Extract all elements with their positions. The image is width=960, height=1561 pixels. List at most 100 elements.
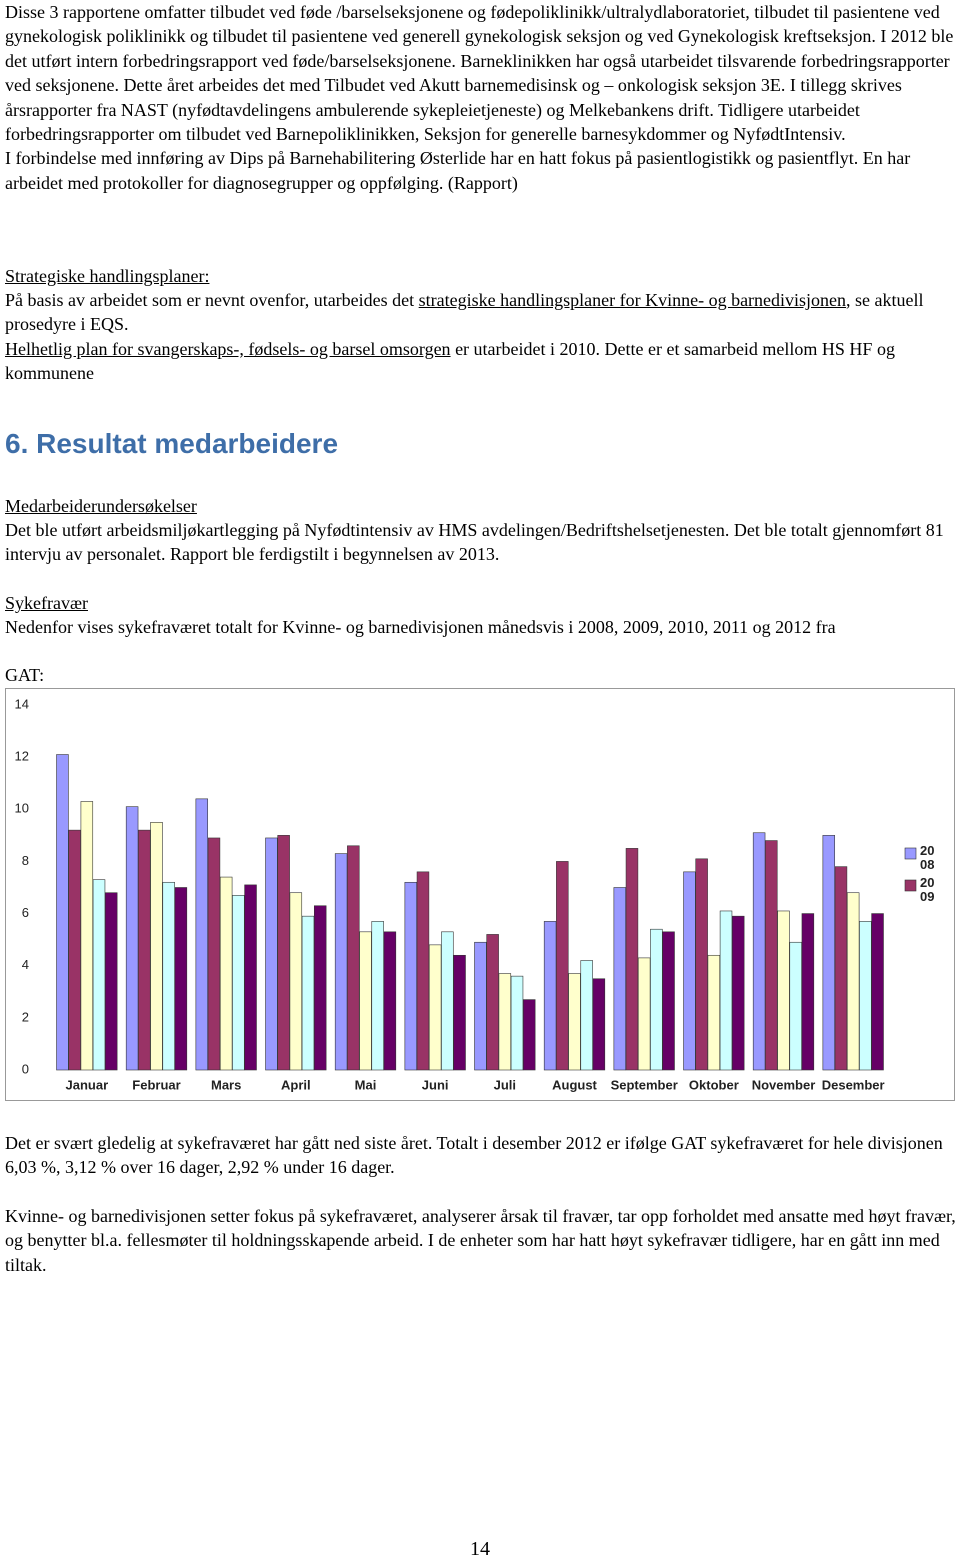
y-tick-label: 14 (15, 696, 29, 711)
bar (138, 829, 151, 1071)
bar (486, 934, 499, 1071)
y-tick-label: 0 (22, 1061, 29, 1076)
bar (195, 798, 209, 1071)
paragraph: Disse 3 rapportene omfatter tilbudet ved… (5, 2, 954, 145)
paragraph: Helhetlig plan for svangerskaps-, fødsel… (5, 337, 957, 386)
paragraph: På basis av arbeidet som er nevnt ovenfo… (5, 288, 957, 337)
bar (522, 999, 536, 1071)
bar (104, 892, 118, 1071)
x-tick-label: Juni (422, 1077, 449, 1092)
bar (846, 892, 860, 1071)
bar (383, 931, 397, 1071)
bar (719, 910, 733, 1071)
intro: Disse 3 rapportene omfatter tilbudet ved… (5, 0, 957, 195)
link-text: strategiske handlingsplaner for Kvinne- … (418, 290, 847, 310)
bar (707, 954, 721, 1071)
x-tick-label: Juli (494, 1077, 516, 1092)
x-tick-label: Oktober (689, 1077, 739, 1092)
bar (404, 881, 418, 1071)
bar (834, 866, 848, 1071)
link-text: Helhetlig plan for svangerskaps-, fødsel… (5, 339, 451, 359)
text: , se aktuell prosedyre i EQS. (5, 290, 924, 335)
y-tick-label: 10 (15, 801, 29, 816)
bar (441, 931, 454, 1071)
legend-label-part: 20 (920, 875, 934, 890)
bar (244, 884, 257, 1071)
bar (637, 957, 651, 1071)
bar (453, 954, 466, 1071)
paragraph: Det ble utført arbeidsmiljøkartlegging p… (5, 520, 944, 565)
bar (777, 910, 790, 1071)
text: På basis av arbeidet som er nevnt ovenfo… (5, 290, 419, 310)
bar (232, 895, 245, 1071)
bar (580, 960, 593, 1071)
paragraph: I forbindelse med innføring av Dips på B… (5, 148, 911, 193)
bar (334, 853, 348, 1071)
x-tick-label: Mars (211, 1077, 241, 1092)
bar (68, 829, 81, 1071)
bar (592, 978, 606, 1071)
bar (683, 871, 696, 1071)
legend-label: 20 08 (920, 843, 934, 872)
x-tick-label: April (281, 1077, 311, 1092)
bar (371, 921, 384, 1071)
text: er utarbeidet i 2010. Dette er et samarb… (5, 339, 895, 384)
heading: Strategiske handlingsplaner: (5, 266, 210, 286)
bar (871, 913, 884, 1071)
bar (313, 905, 327, 1071)
bar (56, 754, 69, 1071)
x-tick-label: Februar (132, 1077, 180, 1092)
bar (731, 915, 745, 1071)
y-tick-label: 2 (22, 1009, 29, 1024)
bar (80, 801, 94, 1071)
bar (822, 835, 836, 1071)
chart: 0 2 4 6 8 10 12 14 Januar Februar Mars April Mai Juni… (5, 688, 955, 1101)
legend-label-part: 08 (920, 857, 934, 872)
bar (416, 871, 430, 1071)
bar (625, 848, 639, 1071)
bar (125, 806, 139, 1071)
bar (765, 840, 778, 1071)
bar (556, 861, 569, 1071)
y-tick-label: 12 (15, 749, 29, 764)
legend-swatch (904, 847, 917, 860)
x-tick-label: Mai (355, 1077, 377, 1092)
bar (428, 944, 442, 1071)
y-tick-label: 6 (22, 905, 29, 920)
x-tick-label: Januar (66, 1077, 109, 1092)
bar (801, 913, 815, 1071)
y-tick-label: 8 (22, 853, 29, 868)
bar (650, 928, 663, 1071)
paragraph: Det er svært gledelig at sykefraværet ha… (5, 1133, 943, 1178)
bar (510, 975, 524, 1071)
bar (150, 822, 163, 1071)
bar (92, 879, 106, 1071)
legend-swatch (904, 879, 917, 892)
bar (207, 837, 221, 1071)
heading: Medarbeiderundersøkelser (5, 496, 197, 516)
x-tick-label: August (552, 1077, 597, 1092)
bar (265, 837, 278, 1071)
bar (174, 887, 188, 1071)
bar (347, 845, 360, 1071)
x-tick-label: Desember (822, 1077, 885, 1092)
bar (613, 887, 627, 1071)
legend-label-part: 09 (920, 889, 934, 904)
bar (219, 876, 233, 1071)
bar (359, 931, 372, 1071)
page-number: 14 (470, 1538, 490, 1560)
bar (277, 835, 290, 1071)
heading: Sykefravær (5, 593, 88, 613)
y-tick-label: 4 (22, 957, 29, 972)
bar (289, 892, 303, 1071)
bar (498, 973, 512, 1071)
bar (543, 921, 557, 1071)
bar (789, 941, 802, 1071)
paragraph: Nedenfor vises sykefraværet totalt for K… (5, 617, 836, 637)
paragraph: GAT: (5, 665, 45, 685)
bar (752, 832, 766, 1071)
bar (301, 915, 315, 1071)
paragraph: Kvinne- og barnedivisjonen setter fokus … (5, 1206, 956, 1275)
bar (568, 973, 581, 1071)
